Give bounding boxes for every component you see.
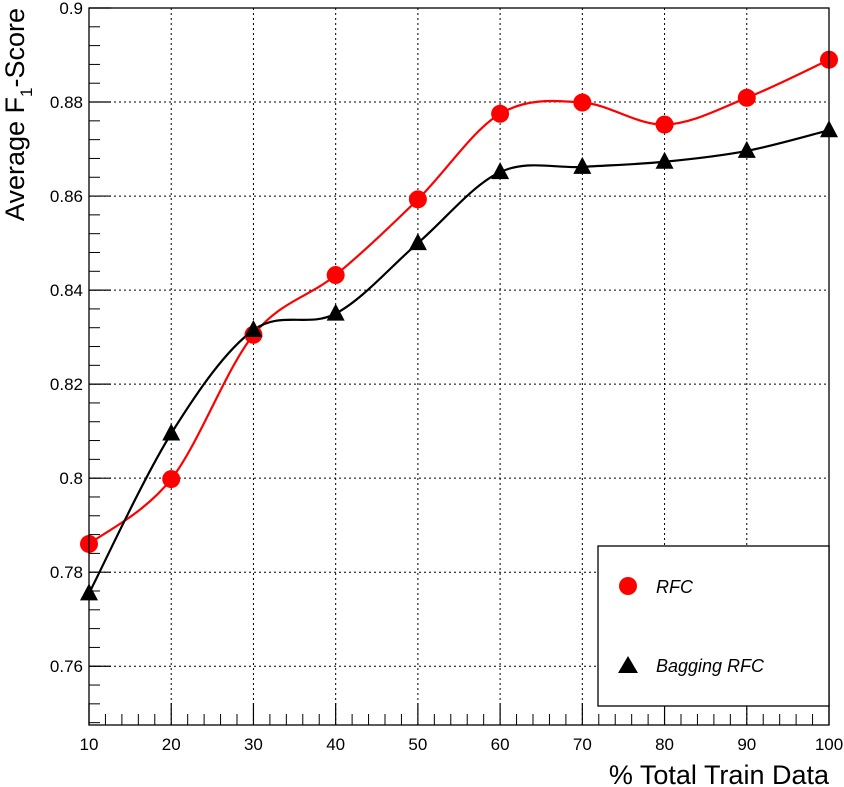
y-tick-label: 0.82 xyxy=(50,375,83,394)
plot-frame xyxy=(88,7,830,726)
data-point-bagging-rfc xyxy=(162,423,181,441)
y-tick-label: 0.78 xyxy=(50,563,83,582)
x-tick-label: 100 xyxy=(815,735,843,754)
y-axis-title-main: Average F xyxy=(0,97,30,221)
data-point-bagging-rfc xyxy=(326,303,345,321)
y-axis-title-suffix: -Score xyxy=(0,8,30,88)
series-line-rfc xyxy=(88,58,830,545)
data-point-rfc xyxy=(326,266,345,285)
x-tick-label: 60 xyxy=(491,735,510,754)
data-point-bagging-rfc xyxy=(491,162,510,180)
series-line-bagging-rfc xyxy=(88,129,830,594)
y-axis-title-subscript: 1 xyxy=(17,88,36,97)
data-point-rfc xyxy=(162,470,181,489)
legend-label-bagging-rfc: Bagging RFC xyxy=(656,656,765,676)
data-point-bagging-rfc xyxy=(655,151,674,169)
x-tick-label: 20 xyxy=(162,735,181,754)
x-tick-label: 90 xyxy=(737,735,756,754)
x-tick-label: 10 xyxy=(80,735,99,754)
series-markers xyxy=(80,50,838,601)
data-point-rfc xyxy=(655,115,674,134)
y-tick-label: 0.84 xyxy=(50,281,83,300)
y-axis-title: Average F1-Score xyxy=(0,8,36,221)
x-tick-label: 50 xyxy=(408,735,427,754)
x-axis-title: % Total Train Data xyxy=(609,760,830,787)
x-tick-label: 40 xyxy=(326,735,345,754)
data-point-rfc xyxy=(737,88,756,107)
y-tick-label: 0.8 xyxy=(59,469,83,488)
data-point-bagging-rfc xyxy=(244,320,263,338)
tick-labels: 10 20 30 40 50 60 70 80 90 100 0.76 0.78 0.8 0.82 0.84… xyxy=(50,0,843,754)
y-tick-label: 0.86 xyxy=(50,187,83,206)
series-lines xyxy=(88,58,830,594)
y-tick-label: 0.76 xyxy=(50,657,83,676)
data-point-rfc xyxy=(491,104,510,123)
legend-marker-rfc xyxy=(619,577,637,595)
x-tick-label: 30 xyxy=(244,735,263,754)
y-tick-label: 0.9 xyxy=(59,0,83,18)
data-point-rfc xyxy=(573,93,592,112)
legend-marker-bagging-rfc xyxy=(618,656,638,673)
x-tick-label: 80 xyxy=(655,735,674,754)
data-point-rfc xyxy=(408,190,427,209)
legend-label-rfc: RFC xyxy=(656,577,694,597)
y-tick-label: 0.88 xyxy=(50,93,83,112)
data-point-bagging-rfc xyxy=(737,140,756,158)
x-tick-label: 70 xyxy=(573,735,592,754)
data-point-bagging-rfc xyxy=(408,233,427,251)
legend: RFC Bagging RFC xyxy=(597,545,830,707)
legend-box xyxy=(597,545,830,707)
data-point-bagging-rfc xyxy=(573,156,592,174)
